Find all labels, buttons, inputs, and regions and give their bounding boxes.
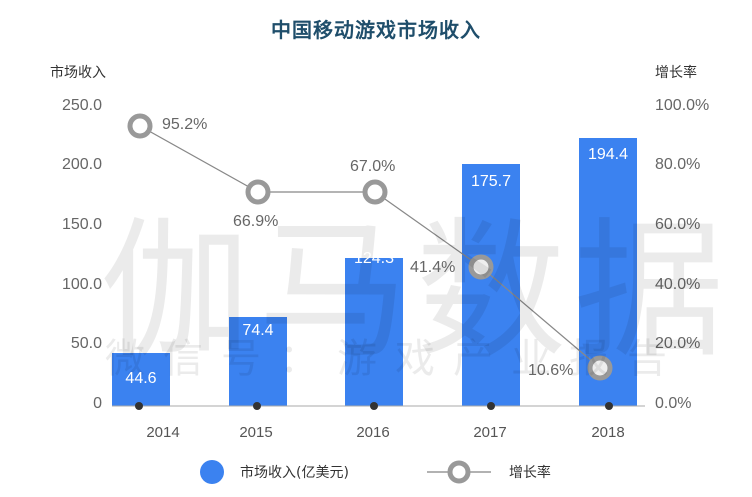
x-tick-label: 2018 (591, 424, 625, 441)
right-ytick: 80.0% (655, 156, 701, 173)
left-ytick: 50.0 (70, 335, 102, 352)
legend-bar-swatch-icon (200, 460, 224, 484)
legend-bar-label: 市场收入(亿美元) (240, 465, 349, 481)
x-tick-label: 2015 (239, 424, 273, 441)
right-ytick: 40.0% (655, 276, 701, 293)
left-ytick: 150.0 (61, 216, 102, 233)
chart-title: 中国移动游戏市场收入 (271, 18, 481, 42)
right-axis-title: 增长率 (655, 65, 697, 81)
growth-marker-2018 (587, 355, 613, 381)
left-ytick: 100.0 (61, 276, 102, 293)
chart-legend: 市场收入(亿美元) 增长率 (200, 460, 551, 484)
growth-value-label: 41.4% (410, 259, 456, 276)
right-ytick: 100.0% (655, 97, 710, 114)
bar-value-label: 194.4 (587, 146, 629, 163)
growth-value-label: 66.9% (233, 213, 279, 230)
x-tick-label: 2014 (146, 424, 180, 441)
bar-2016 (345, 258, 403, 406)
growth-marker-2017 (468, 254, 494, 280)
x-tick-dot (135, 402, 143, 410)
x-tick-dot (370, 402, 378, 410)
growth-marker-2015 (245, 179, 271, 205)
growth-value-label: 95.2% (162, 116, 208, 133)
x-tick-dot (605, 402, 613, 410)
legend-line-marker-icon (426, 460, 491, 484)
bar-value-label: 44.6 (125, 370, 157, 387)
legend-line-label: 增长率 (508, 465, 551, 481)
growth-marker-2016 (362, 179, 388, 205)
x-tick-dot (253, 402, 261, 410)
right-ytick: 60.0% (655, 216, 701, 233)
left-ytick: 0 (93, 395, 102, 412)
x-tick-label: 2017 (473, 424, 507, 441)
bar-value-label: 175.7 (470, 173, 512, 190)
x-tick-dot (487, 402, 495, 410)
bar-2014 (112, 353, 170, 406)
right-ytick: 0.0% (655, 395, 692, 412)
left-ytick: 250.0 (61, 97, 102, 114)
bar-2017 (462, 164, 520, 406)
bar-value-label: 74.4 (242, 322, 274, 339)
bar-value-label: 124.3 (353, 250, 395, 267)
growth-marker-2014 (127, 113, 153, 139)
left-axis-title: 市场收入 (50, 65, 106, 81)
left-ytick: 200.0 (61, 156, 102, 173)
right-ytick: 20.0% (655, 335, 701, 352)
growth-value-label: 67.0% (350, 158, 396, 175)
growth-value-label: 10.6% (528, 362, 574, 379)
x-tick-label: 2016 (356, 424, 390, 441)
bar-2015 (229, 317, 287, 406)
